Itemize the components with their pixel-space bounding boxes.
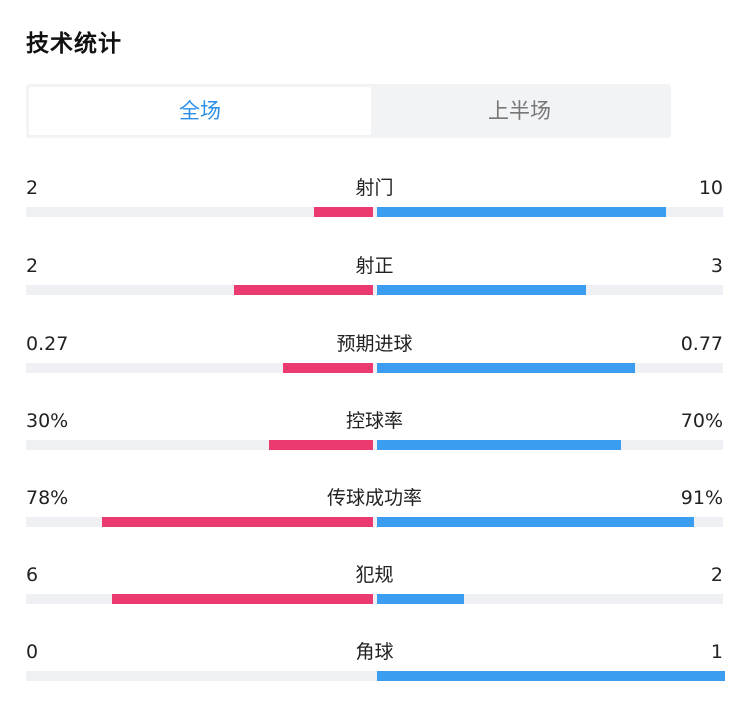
stat-label: 犯规 [355, 564, 394, 586]
away-bar [377, 285, 586, 295]
away-value: 3 [710, 255, 723, 277]
home-bar [234, 285, 373, 295]
home-bar [112, 594, 373, 604]
stat-row-possession: 30% 控球率 70% [26, 409, 723, 469]
home-value: 30% [26, 410, 69, 432]
tab-first-half[interactable]: 上半场 [488, 99, 551, 123]
away-value: 70% [680, 410, 723, 432]
stat-track [26, 440, 723, 450]
stat-label: 传球成功率 [326, 487, 422, 509]
away-bar [377, 440, 621, 450]
stat-row-fouls: 6 犯规 2 [26, 563, 723, 623]
away-bar [377, 363, 635, 373]
tab-full-match[interactable]: 全场 [29, 87, 371, 135]
away-bar [377, 517, 694, 527]
home-bar [283, 363, 373, 373]
stat-track [26, 207, 723, 217]
home-value: 0.27 [26, 333, 69, 355]
stat-track [26, 671, 723, 681]
stat-label: 射门 [355, 177, 394, 199]
stat-label: 角球 [355, 641, 394, 663]
away-value: 10 [698, 177, 723, 199]
period-tabs: 全场 上半场 [26, 84, 671, 138]
away-bar [377, 207, 666, 217]
away-value: 2 [710, 564, 723, 586]
stat-row-expected-goals: 0.27 预期进球 0.77 [26, 332, 723, 392]
home-value: 6 [26, 564, 39, 586]
away-value: 0.77 [680, 333, 723, 355]
stat-row-corners: 0 角球 1 [26, 640, 725, 700]
away-value: 91% [680, 487, 723, 509]
stat-row-shots: 2 射门 10 [26, 176, 723, 236]
stat-row-pass-accuracy: 78% 传球成功率 91% [26, 486, 723, 546]
away-value: 1 [710, 641, 723, 663]
stat-label: 射正 [355, 255, 394, 277]
stat-track [26, 594, 723, 604]
stat-label: 控球率 [345, 410, 403, 432]
stat-track [26, 285, 723, 295]
home-value: 78% [26, 487, 69, 509]
stat-track [26, 517, 723, 527]
home-value: 2 [26, 177, 39, 199]
stat-track [26, 363, 723, 373]
away-bar [377, 671, 725, 681]
home-value: 2 [26, 255, 39, 277]
home-bar [269, 440, 373, 450]
away-bar [377, 594, 464, 604]
stat-row-shots-on-target: 2 射正 3 [26, 254, 723, 314]
section-title: 技术统计 [26, 31, 122, 57]
home-bar [314, 207, 373, 217]
home-bar [102, 517, 373, 527]
home-value: 0 [26, 641, 39, 663]
stat-label: 预期进球 [336, 333, 413, 355]
